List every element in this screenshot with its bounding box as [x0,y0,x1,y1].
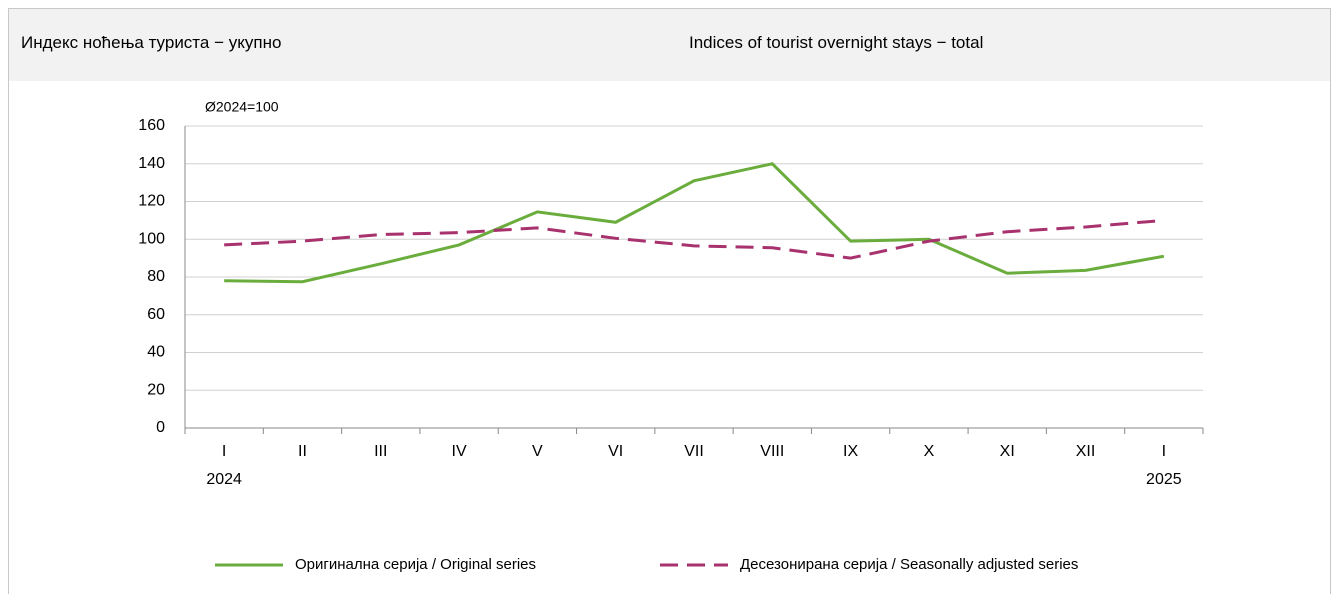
header: Индекс ноћења туриста − укупно Indices o… [9,9,1330,81]
legend-label: Десезонирана серија / Seasonally adjuste… [740,556,1078,573]
y-tick-label: 0 [156,419,165,436]
x-tick-label: XI [1000,443,1015,460]
y-tick-label: 140 [138,155,165,172]
x-tick-label: VI [608,443,623,460]
y-tick-label: 60 [147,306,165,323]
series-line [224,162,1165,284]
x-tick-label: I [222,443,226,460]
x-year-label: 2024 [206,471,242,488]
y-tick-label: 160 [138,117,165,134]
x-tick-label: XII [1076,443,1096,460]
x-tick-label: I [1162,443,1166,460]
x-tick-label: V [532,443,543,460]
title-local: Индекс ноћења туриста − укупно [21,33,282,52]
x-tick-label: VII [684,443,704,460]
x-tick-label: III [374,443,387,460]
y-tick-label: 40 [147,344,165,361]
x-tick-label: X [924,443,935,460]
panel: Индекс ноћења туриста − укупно Indices o… [8,8,1331,594]
y-tick-label: 100 [138,230,165,247]
legend-label: Оригинална серија / Original series [295,556,536,573]
x-tick-label: II [298,443,307,460]
y-tick-label: 20 [147,381,165,398]
x-year-label: 2025 [1146,471,1182,488]
y-tick-label: 80 [147,268,165,285]
x-tick-label: IX [843,443,858,460]
series-line [224,218,1164,260]
y-tick-label: 120 [138,193,165,210]
x-tick-label: IV [452,443,467,460]
title-en: Indices of tourist overnight stays − tot… [689,33,984,52]
y-unit-label: Ø2024=100 [205,99,279,115]
x-tick-label: VIII [760,443,784,460]
